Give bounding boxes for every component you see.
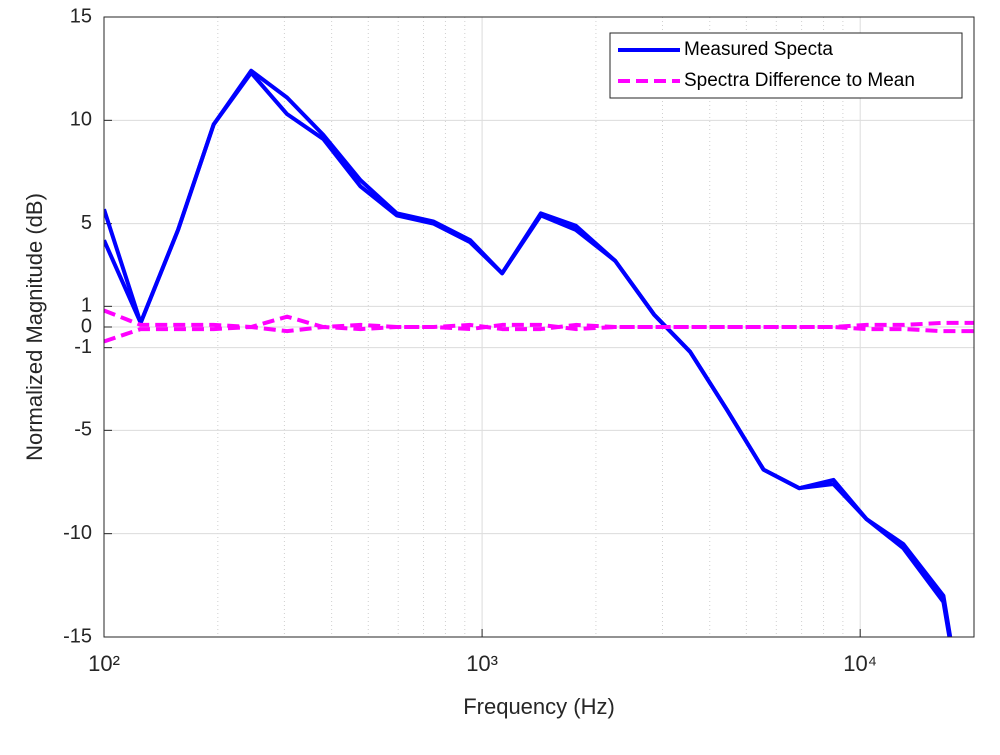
- legend-box: [609, 32, 963, 99]
- x-axis-label: Frequency (Hz): [463, 694, 615, 719]
- y-tick-label: -10: [63, 522, 92, 544]
- y-tick-label: -5: [74, 419, 92, 441]
- x-tick-label: 10³: [466, 651, 498, 676]
- series-line: [104, 68, 953, 637]
- plot-lines: [104, 68, 974, 637]
- x-tick-label: 10⁴: [843, 651, 877, 676]
- y-axis-label: Normalized Magnitude (dB): [22, 193, 47, 461]
- y-tick-label: 10: [70, 109, 92, 131]
- axes-box: [103, 16, 975, 638]
- y-tick-label: -15: [63, 625, 92, 647]
- y-tick-label: 15: [70, 5, 92, 27]
- x-tick-label: 10²: [88, 651, 120, 676]
- y-tick-label: 1: [81, 295, 92, 317]
- legend-label: Spectra Difference to Mean: [684, 70, 915, 91]
- legend-label: Measured Specta: [684, 39, 833, 60]
- series-line: [104, 320, 974, 344]
- series-line: [104, 70, 952, 637]
- y-tick-label: -1: [74, 336, 92, 358]
- y-tick-label: 5: [81, 212, 92, 234]
- y-tick-label: 0: [81, 315, 92, 337]
